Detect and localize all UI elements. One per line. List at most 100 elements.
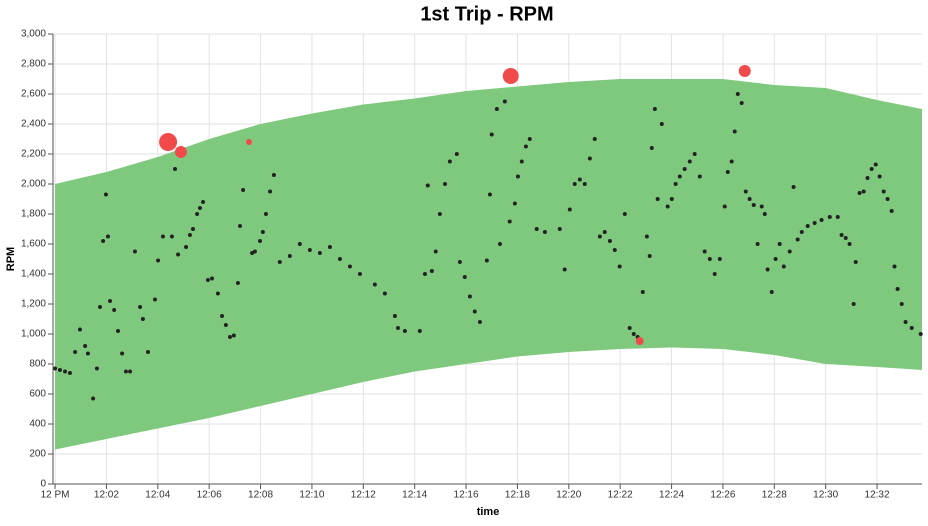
y-tick-label: 3,000 — [21, 29, 46, 40]
data-point — [735, 92, 740, 96]
data-point — [853, 260, 858, 264]
data-point — [231, 333, 236, 338]
data-point — [873, 162, 878, 167]
data-point — [769, 290, 774, 294]
data-point — [865, 176, 870, 180]
x-tick-label: 12:30 — [813, 490, 838, 501]
data-point — [777, 242, 782, 246]
data-point — [542, 230, 547, 234]
data-point — [534, 227, 539, 231]
data-point — [839, 233, 844, 237]
x-tick-label: 12:10 — [299, 490, 324, 501]
data-point — [53, 366, 58, 371]
data-point — [227, 335, 232, 339]
data-point — [889, 209, 894, 213]
data-point — [527, 137, 532, 141]
x-tick-label: 12:26 — [710, 490, 735, 501]
data-point — [502, 99, 507, 104]
data-point — [739, 101, 744, 105]
data-point — [781, 264, 786, 269]
data-point — [669, 197, 674, 201]
data-point — [631, 332, 636, 336]
data-point — [201, 200, 206, 204]
data-point — [395, 326, 400, 330]
data-point — [877, 174, 882, 179]
data-point — [692, 152, 697, 156]
data-point — [138, 305, 143, 309]
data-point — [892, 264, 897, 269]
data-point — [128, 369, 133, 374]
data-point — [160, 234, 165, 239]
x-tick-label: 12:08 — [248, 490, 273, 501]
data-point — [260, 230, 265, 234]
data-point — [103, 192, 108, 197]
anomaly-point — [635, 337, 644, 346]
data-point — [105, 234, 110, 239]
data-point — [494, 107, 499, 111]
y-tick-label: 0 — [40, 479, 46, 490]
chart-title: 1st Trip - RPM — [420, 3, 553, 25]
data-point — [649, 146, 654, 150]
data-point — [184, 245, 189, 249]
data-point — [712, 272, 717, 276]
data-point — [885, 197, 890, 201]
data-point — [881, 189, 886, 194]
data-point — [743, 189, 748, 194]
data-point — [472, 309, 477, 314]
anomaly-point — [738, 65, 751, 78]
x-tick-label: 12:20 — [556, 490, 581, 501]
data-point — [607, 239, 612, 243]
data-point — [372, 282, 377, 287]
data-point — [210, 276, 215, 281]
data-point — [835, 215, 840, 219]
y-tick-label: 1,600 — [21, 239, 46, 250]
data-point — [73, 350, 78, 354]
data-point — [489, 132, 494, 137]
data-point — [63, 369, 68, 374]
x-tick-label: 12:32 — [865, 490, 890, 501]
data-point — [562, 267, 567, 272]
data-point — [241, 188, 246, 192]
data-point — [392, 314, 397, 318]
y-tick-label: 800 — [29, 359, 46, 370]
data-point — [337, 257, 342, 261]
y-tick-label: 600 — [29, 389, 46, 400]
data-point — [909, 326, 914, 330]
data-point — [277, 260, 282, 264]
data-point — [843, 236, 848, 240]
data-point — [729, 159, 734, 164]
data-point — [847, 242, 852, 246]
data-point — [903, 320, 908, 324]
data-point — [263, 212, 268, 216]
data-point — [108, 299, 113, 303]
data-point — [287, 254, 292, 258]
data-point — [759, 204, 764, 209]
data-point — [115, 329, 120, 333]
data-point — [899, 302, 904, 306]
data-point — [357, 272, 362, 276]
y-axis-label: RPM — [5, 247, 17, 271]
data-point — [425, 183, 430, 188]
data-point — [454, 152, 459, 156]
data-point — [484, 258, 489, 263]
data-point — [382, 291, 387, 296]
data-point — [612, 248, 617, 252]
data-point — [417, 329, 422, 333]
data-point — [507, 219, 512, 224]
data-point — [457, 260, 462, 264]
data-point — [627, 326, 632, 330]
anomaly-point — [159, 133, 178, 151]
data-point — [442, 182, 447, 186]
x-tick-label: 12:22 — [608, 490, 633, 501]
data-point — [120, 351, 125, 356]
data-point — [205, 278, 210, 282]
data-point — [677, 174, 682, 179]
data-point — [94, 366, 99, 371]
data-point — [91, 396, 96, 401]
data-point — [101, 239, 106, 243]
data-point — [567, 207, 572, 212]
data-point — [187, 233, 192, 237]
data-point — [918, 332, 923, 336]
x-tick-label: 12:06 — [197, 490, 222, 501]
data-point — [317, 251, 322, 255]
